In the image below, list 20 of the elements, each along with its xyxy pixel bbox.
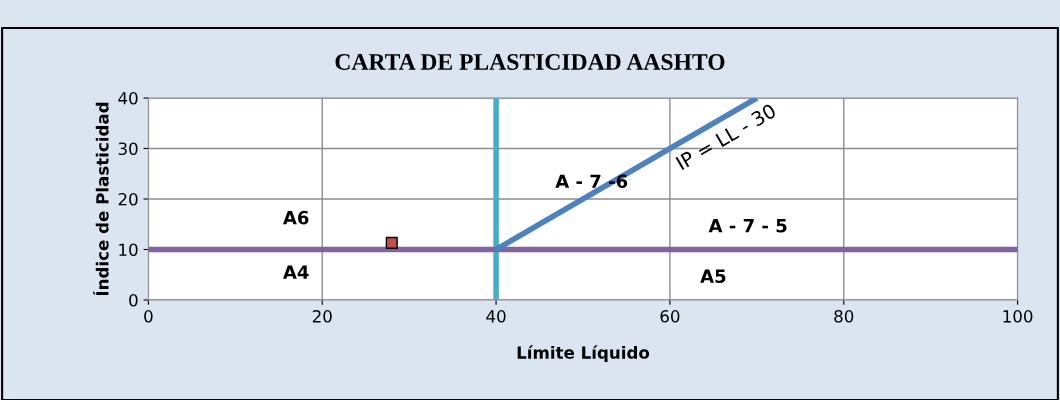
y-tick-label: 40	[118, 91, 138, 105]
y-tick-label: 20	[118, 192, 138, 206]
annotation: A - 7 -6	[555, 174, 628, 189]
y-tick-label: 30	[118, 142, 138, 156]
annotation: A - 7 - 5	[708, 219, 787, 233]
annotation: A4	[282, 265, 309, 279]
x-tick-label: 0	[144, 310, 153, 323]
y-tick-label: 0	[129, 293, 138, 307]
x-axis-title: Límite Líquido	[517, 345, 650, 363]
x-tick-label: 100	[1003, 310, 1033, 323]
x-tick-label: 40	[486, 310, 506, 323]
annotation: A5	[700, 269, 726, 284]
y-axis-title: Índice de Plasticidad	[93, 102, 109, 296]
y-tick-label: 10	[119, 243, 138, 257]
chart-title: CARTA DE PLASTICIDAD AASHTO	[335, 54, 725, 70]
x-tick-label: 20	[312, 310, 332, 323]
x-tick-label: 80	[834, 310, 854, 323]
text: IP = LL - 30	[675, 103, 777, 171]
annotation: A6	[282, 210, 309, 225]
x-tick-label: 60	[660, 310, 680, 323]
